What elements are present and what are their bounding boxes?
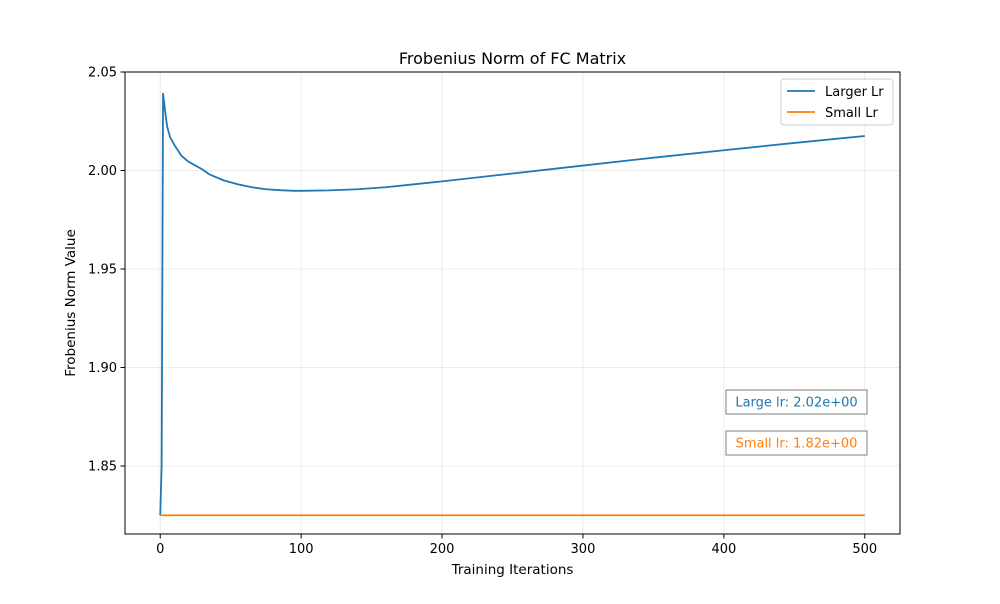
- x-axis-label: Training Iterations: [451, 562, 574, 578]
- series-line-1: [159, 92, 865, 516]
- axis-ticks: 0 100 200 300 400 500 1.85 1.90 1.95 2.00 2.05: [88, 66, 877, 558]
- series-lines: [159, 92, 865, 517]
- x-tick-label: 400: [711, 542, 736, 557]
- y-tick-label: 2.05: [88, 66, 117, 81]
- y-axis-label: Frobenius Norm Value: [63, 229, 79, 377]
- legend-label: Larger Lr: [825, 85, 884, 100]
- y-tick-label: 1.95: [88, 263, 117, 278]
- plot-frame: [124, 71, 901, 535]
- annotation-box: [725, 430, 868, 456]
- y-tick-label: 1.90: [88, 361, 117, 376]
- annotation-box: [725, 389, 868, 415]
- annotation-text: Large lr: 2.02e+00: [735, 396, 857, 411]
- legend: Larger Lr Small Lr: [780, 78, 894, 126]
- chart-title: Frobenius Norm of FC Matrix: [399, 49, 626, 68]
- grid-lines: [125, 71, 900, 534]
- x-tick-label: 200: [430, 542, 455, 557]
- y-tick-label: 1.85: [88, 460, 117, 475]
- x-tick-label: 0: [156, 542, 164, 557]
- annotation-text: Small lr: 1.82e+00: [736, 437, 858, 452]
- y-tick-label: 2.00: [88, 164, 117, 179]
- x-tick-label: 100: [289, 542, 314, 557]
- x-tick-label: 500: [852, 542, 877, 557]
- value-annotations: Large lr: 2.02e+00 Small lr: 1.82e+00: [725, 389, 868, 456]
- x-tick-label: 300: [571, 542, 596, 557]
- legend-label: Small Lr: [825, 106, 878, 121]
